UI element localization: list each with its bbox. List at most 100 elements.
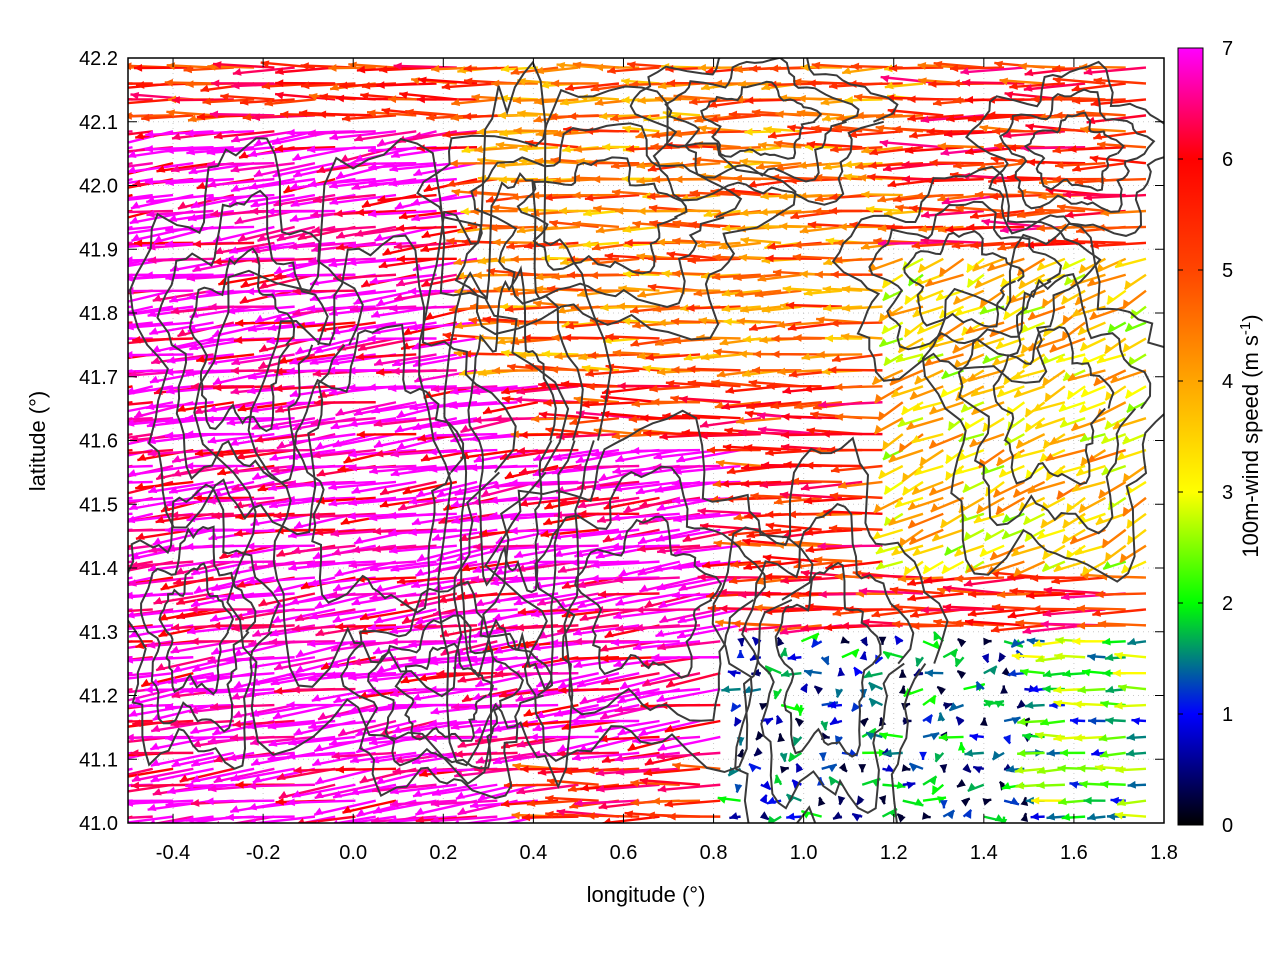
wind-vector-head [600,654,609,663]
wind-vector-head [1029,574,1039,583]
wind-vector [1095,592,1147,596]
wind-vector-head [307,129,317,138]
wind-vector-head [758,141,767,150]
wind-vector-head [336,243,345,251]
wind-vector-head [1097,620,1107,628]
wind-vector-head [248,372,257,380]
wind-vector [369,560,437,572]
wind-vector-head [790,211,800,220]
wind-vector-head [666,79,676,88]
wind-vector [128,161,194,174]
wind-vector-head [231,483,241,492]
wind-vector-head [963,421,972,431]
wind-vector-head [175,567,185,575]
wind-vector-head [274,686,283,695]
wind-vector-head [148,485,158,494]
wind-vector-head [1064,276,1073,285]
wind-vector [212,321,275,338]
wind-vector-head [772,269,782,277]
terrain-contour [574,515,723,679]
wind-vector-head [807,79,816,88]
wind-vector-head [132,335,141,344]
wind-vector-head [912,308,922,317]
wind-vector [390,783,457,794]
wind-vector-head [1024,532,1034,541]
wind-vector-head [191,774,201,782]
wind-vector-head [206,673,216,681]
wind-vector-head [761,82,771,91]
wind-vector-head [191,758,201,766]
wind-vector-head [156,165,166,173]
wind-vector [168,209,235,222]
wind-vector-head [579,696,589,704]
wind-vector-head [84,335,92,343]
wind-vector-head [521,813,531,822]
wind-vector-head [901,175,910,184]
wind-vector-head [854,93,863,102]
wind-vector-head [291,546,301,555]
wind-vector-head [96,80,104,88]
wind-vector-head [790,477,800,486]
wind-vector-head [229,246,239,254]
wind-vector-head [1066,549,1074,559]
wind-vector-head [613,659,623,668]
wind-vector-head [672,762,681,770]
wind-vector [176,608,235,620]
wind-vector-head [400,342,410,350]
wind-vector-head [475,598,485,606]
wind-vector-head [210,702,219,711]
wind-vector [237,225,295,243]
wind-vector [354,130,417,142]
wind-vector-head [93,658,102,666]
wind-vector-head [72,168,81,175]
wind-vector-head [738,590,747,599]
wind-vector-head [79,391,88,398]
wind-vector-head [594,98,604,106]
wind-vector-head [773,140,783,148]
wind-vector [725,496,782,501]
wind-vector-head [361,199,371,207]
wind-vector-head [928,695,936,705]
wind-vector-head [167,786,176,795]
wind-vector-head [721,402,731,411]
wind-vector-head [1122,342,1131,352]
wind-vector-head [638,728,648,736]
wind-vector-head [855,162,864,170]
wind-vector-head [451,702,460,711]
wind-vector-head [637,290,647,298]
wind-vector-head [88,597,97,604]
wind-vector-head [700,352,710,361]
wind-vector-head [579,613,589,621]
wind-vector-head [1054,94,1063,103]
wind-vector [428,735,498,740]
wind-vector-head [955,204,965,213]
wind-vector-head [355,352,365,361]
wind-vector-head [762,554,772,562]
wind-vector-head [327,671,336,679]
wind-vector-head [992,357,1002,365]
wind-vector [765,523,822,531]
wind-vector [307,560,376,566]
wind-vector-head [310,210,319,219]
wind-vector-head [428,719,438,728]
wind-vector-head [130,749,139,758]
wind-vector-head [65,239,73,247]
wind-vector [954,576,1005,581]
wind-vector-head [1067,389,1076,399]
wind-vector [296,321,356,329]
terrain-contour [158,562,234,696]
wind-vector-head [312,369,322,378]
wind-vector-head [1081,566,1091,575]
wind-vector-head [1052,146,1062,154]
wind-vector-head [233,336,243,344]
wind-vector [295,337,356,355]
wind-vector [140,672,194,688]
wind-vector-head [274,384,283,393]
wind-vector-head [206,558,215,567]
wind-vector-head [1040,620,1049,629]
wind-vector-head [329,590,338,599]
wind-vector-head [252,775,262,783]
wind-vector-head [614,754,624,762]
wind-vector-head [1121,564,1130,573]
wind-vector-head [207,436,217,444]
